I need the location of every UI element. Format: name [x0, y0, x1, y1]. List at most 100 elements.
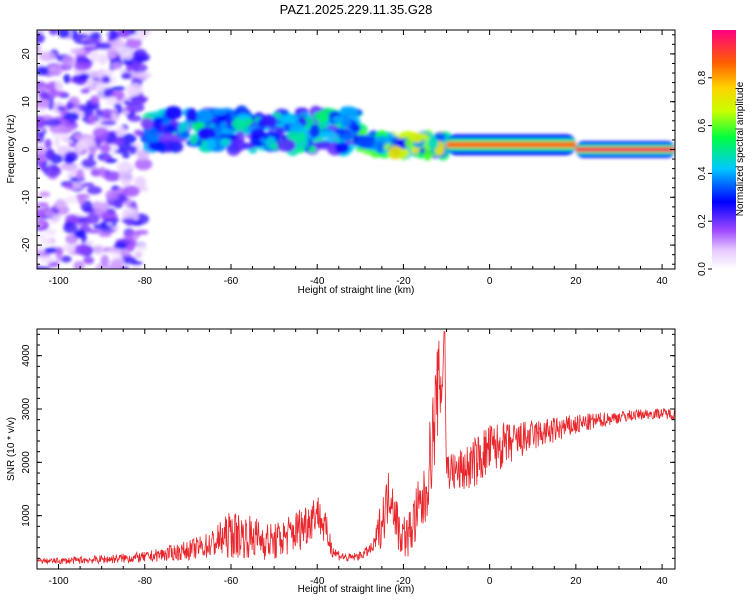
- spectrogram-cell: [78, 73, 90, 81]
- spectrogram-cell: [114, 242, 128, 250]
- spectrogram-cell: [90, 168, 102, 177]
- y-tick-label: 2000: [21, 451, 32, 474]
- spectrogram-cell: [55, 80, 63, 92]
- spectrogram-cell: [335, 141, 350, 154]
- spectrogram-cell: [40, 236, 54, 246]
- spectrogram-cell: [334, 127, 346, 135]
- spectrogram-cell: [82, 46, 99, 52]
- spectrogram-cell: [109, 75, 117, 85]
- spectrogram-cell: [86, 213, 100, 225]
- spectrogram-cell: [37, 266, 51, 269]
- spectrogram-cell: [74, 244, 92, 256]
- spectrogram-cell: [109, 86, 126, 91]
- spectrogram-cell: [99, 166, 106, 178]
- y-tick-label: 10: [21, 96, 32, 108]
- spectrogram-cell: [132, 56, 149, 62]
- spectrogram-cell: [73, 260, 85, 269]
- spectrogram-cell: [178, 122, 190, 132]
- spectrogram-cell: [95, 108, 104, 117]
- spectrogram-cell: [92, 127, 110, 139]
- spectrogram-cell: [136, 149, 150, 161]
- spectrogram-cell: [99, 144, 112, 154]
- spectrogram-cell: [376, 141, 385, 154]
- spectrogram-cell: [37, 145, 46, 157]
- spectrogram-cell: [260, 114, 277, 128]
- colorbar-tick-label: 0.2: [697, 214, 708, 228]
- spectrogram-cell: [54, 198, 66, 210]
- spectrogram-cell: [85, 240, 94, 246]
- spectrogram-cell: [118, 68, 128, 74]
- spectrogram-cell: [116, 95, 123, 101]
- spectrogram-cell: [63, 196, 80, 203]
- spectrogram-cell: [98, 231, 112, 238]
- spectrogram-cell: [356, 135, 375, 149]
- spectrogram-cell: [99, 201, 109, 211]
- spectrogram-cell: [409, 132, 424, 143]
- x-tick-label: 0: [487, 276, 493, 287]
- spectrogram-cell: [87, 229, 102, 234]
- spectrogram-cell: [427, 136, 439, 150]
- spectrogram-cell: [132, 234, 139, 240]
- spectrogram-cell: [446, 141, 576, 148]
- spectrogram-cell: [37, 32, 45, 44]
- spectrogram-cell: [197, 126, 217, 141]
- spectrogram-cell: [130, 266, 142, 269]
- x-tick-label: 20: [570, 576, 582, 587]
- spectrogram-cell: [61, 244, 76, 253]
- spectrogram-cell: [117, 30, 131, 38]
- spectrogram-cell: [86, 186, 102, 195]
- spectrogram-cell: [60, 255, 72, 263]
- spectrogram-cell: [575, 147, 675, 152]
- spectrogram-cell: [92, 244, 105, 255]
- spectrogram-cell: [44, 138, 52, 149]
- spectrogram-cell: [236, 113, 251, 120]
- snr-panel: -100 -80 -60 -40 -20 0 20 40 1000 2000 3000 4000 He…: [6, 328, 676, 595]
- spectrogram-cell: [44, 228, 57, 236]
- spectrogram-cell: [56, 247, 64, 256]
- spectrogram-cell: [113, 136, 125, 147]
- spectrogram-cell: [116, 161, 133, 172]
- spectrogram-cell: [130, 34, 148, 40]
- spectrogram-cell: [48, 90, 67, 97]
- spectrogram-cell: [205, 138, 217, 150]
- spectrogram-cell: [127, 115, 142, 122]
- colorbar-tick-label: 0.0: [697, 262, 708, 276]
- colorbar-gradient: [712, 30, 736, 269]
- spectrogram-cell: [37, 115, 46, 126]
- spectrogram-cell: [134, 176, 147, 188]
- spectrogram-cell: [250, 128, 266, 140]
- spectrogram-cell: [351, 123, 361, 133]
- colorbar-tick-label: 0.6: [697, 118, 708, 132]
- spectrogram-cell: [82, 182, 95, 187]
- spectrogram-cell: [80, 88, 90, 94]
- spectrogram-cell: [111, 61, 122, 70]
- spectrogram-cell: [121, 110, 130, 116]
- spectrogram-cell: [318, 131, 338, 138]
- spectrogram-cell: [177, 132, 190, 140]
- spectrogram-cell: [231, 118, 250, 131]
- spectrogram-cell: [279, 114, 299, 124]
- spectrogram-cell: [90, 95, 100, 105]
- spectrogram-cell: [143, 127, 158, 137]
- spectrogram-cell: [130, 95, 147, 105]
- spectrogram-cell: [134, 158, 153, 171]
- spectrogram-cell: [277, 138, 296, 152]
- spectrogram-cell: [212, 108, 228, 116]
- spectrogram-cell: [64, 184, 74, 189]
- x-tick-label: -80: [138, 576, 153, 587]
- spectrogram-cell: [88, 154, 95, 160]
- spectrogram-cell: [37, 44, 42, 54]
- spectrogram-cell: [332, 116, 344, 123]
- spectrogram-cell: [194, 109, 213, 123]
- spectrogram-cell: [63, 73, 71, 84]
- spectrogram-cell: [289, 122, 304, 133]
- spectrogram-cell: [38, 51, 56, 62]
- colorbar-tick-label: 0.4: [697, 166, 708, 180]
- spectrogram-cell: [101, 75, 111, 84]
- spectrogram-cell: [121, 217, 136, 224]
- spectrogram-cell: [308, 145, 317, 154]
- spectrogram-cell: [58, 30, 70, 39]
- spectrogram-cell: [45, 70, 62, 76]
- spectrogram-cell: [103, 217, 120, 223]
